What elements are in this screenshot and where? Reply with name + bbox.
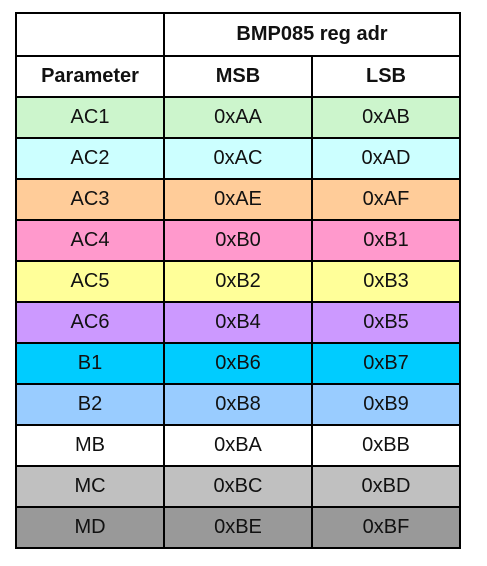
address-cell: 0xB7	[311, 342, 461, 385]
address-cell: 0xBE	[163, 506, 313, 549]
table-row: MC 0xBC 0xBD	[15, 465, 461, 508]
table-row: AC5 0xB2 0xB3	[15, 260, 461, 303]
address-cell: 0xB2	[163, 260, 313, 303]
empty-cell	[15, 12, 165, 57]
group-header: BMP085 reg adr	[163, 12, 461, 57]
table-row: MB 0xBA 0xBB	[15, 424, 461, 467]
parameter-cell: AC4	[15, 219, 165, 262]
address-cell: 0xAD	[311, 137, 461, 180]
address-cell: 0xB5	[311, 301, 461, 344]
address-cell: 0xB0	[163, 219, 313, 262]
address-cell: 0xAF	[311, 178, 461, 221]
column-header: MSB	[163, 55, 313, 98]
parameter-cell: AC5	[15, 260, 165, 303]
column-header: Parameter	[15, 55, 165, 98]
address-cell: 0xBB	[311, 424, 461, 467]
parameter-cell: AC2	[15, 137, 165, 180]
column-header: LSB	[311, 55, 461, 98]
address-cell: 0xB6	[163, 342, 313, 385]
parameter-cell: AC1	[15, 96, 165, 139]
address-cell: 0xB1	[311, 219, 461, 262]
address-cell: 0xBF	[311, 506, 461, 549]
table-row: B1 0xB6 0xB7	[15, 342, 461, 385]
parameter-cell: B2	[15, 383, 165, 426]
table-row: AC4 0xB0 0xB1	[15, 219, 461, 262]
address-cell: 0xB8	[163, 383, 313, 426]
address-cell: 0xAC	[163, 137, 313, 180]
table-body: BMP085 reg adr Parameter MSB LSB AC1 0xAA…	[15, 12, 461, 549]
address-cell: 0xB4	[163, 301, 313, 344]
table-row: B2 0xB8 0xB9	[15, 383, 461, 426]
address-cell: 0xAB	[311, 96, 461, 139]
address-cell: 0xBD	[311, 465, 461, 508]
address-cell: 0xB3	[311, 260, 461, 303]
header-row: Parameter MSB LSB	[15, 55, 461, 98]
parameter-cell: MB	[15, 424, 165, 467]
table-row: AC3 0xAE 0xAF	[15, 178, 461, 221]
address-cell: 0xB9	[311, 383, 461, 426]
parameter-cell: AC3	[15, 178, 165, 221]
address-cell: 0xBA	[163, 424, 313, 467]
parameter-cell: MD	[15, 506, 165, 549]
register-table: BMP085 reg adr Parameter MSB LSB AC1 0xAA…	[15, 12, 461, 549]
address-cell: 0xAA	[163, 96, 313, 139]
table-row: AC2 0xAC 0xAD	[15, 137, 461, 180]
parameter-cell: AC6	[15, 301, 165, 344]
address-cell: 0xBC	[163, 465, 313, 508]
parameter-cell: B1	[15, 342, 165, 385]
header-row: BMP085 reg adr	[15, 12, 461, 57]
table-row: AC6 0xB4 0xB5	[15, 301, 461, 344]
address-cell: 0xAE	[163, 178, 313, 221]
parameter-cell: MC	[15, 465, 165, 508]
table-row: AC1 0xAA 0xAB	[15, 96, 461, 139]
table-row: MD 0xBE 0xBF	[15, 506, 461, 549]
